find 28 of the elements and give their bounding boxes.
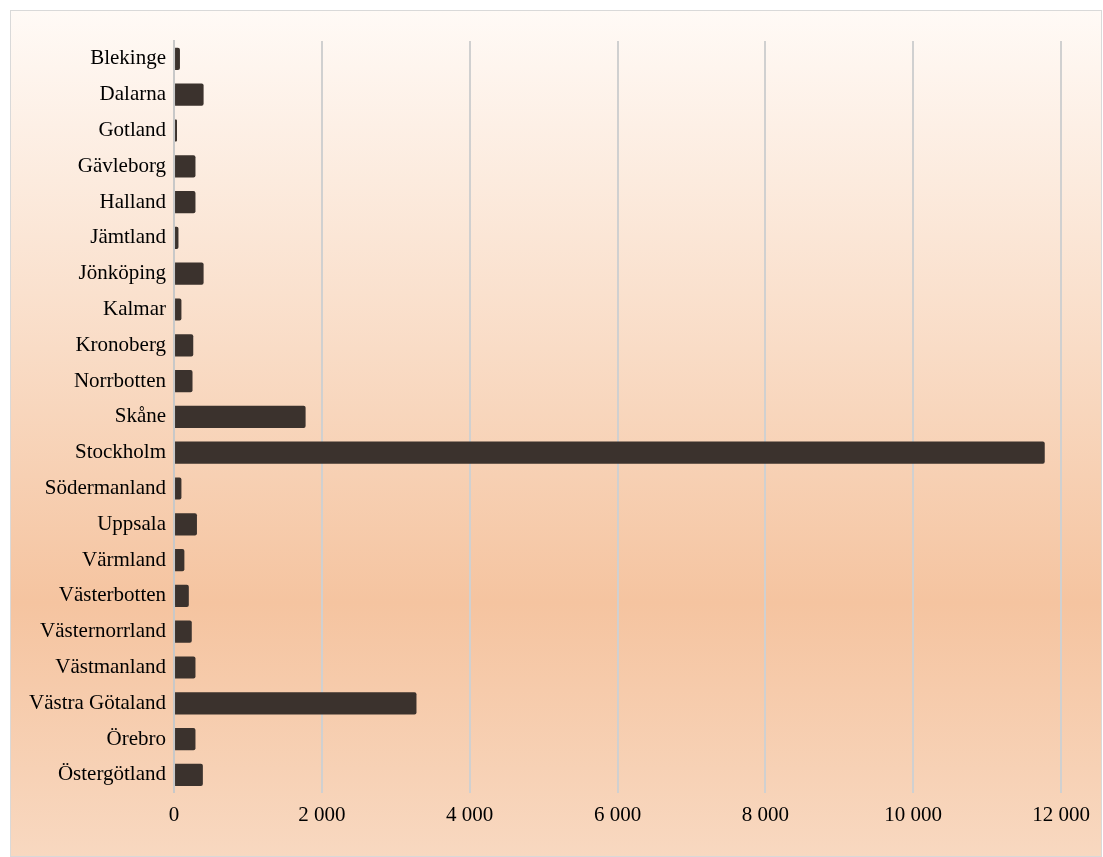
y-tick-label: Gotland [98, 117, 167, 142]
y-tick-label: Kronoberg [75, 331, 167, 356]
x-tick-label: 12 000 [1032, 801, 1090, 826]
y-tick-label: Västerbotten [58, 582, 167, 607]
y-tick-label: Östergötland [57, 761, 167, 786]
x-tick-label: 10 000 [884, 801, 943, 826]
y-tick-label: Gävleborg [77, 152, 167, 177]
y-tick-label: Västra Götaland [28, 689, 167, 714]
x-tick-label: 4 000 [446, 801, 494, 826]
x-tick-label: 6 000 [593, 801, 642, 826]
y-tick-label: Norrbotten [73, 367, 167, 392]
y-tick-label: Södermanland [44, 475, 167, 500]
y-tick-label: Jämtland [90, 224, 167, 249]
x-tick-label: 8 000 [741, 801, 789, 826]
x-tick-label: 0 [168, 801, 180, 826]
x-tick-label: 2 000 [298, 801, 346, 826]
y-tick-label: Stockholm [75, 439, 167, 464]
y-tick-label: Örebro [106, 725, 167, 750]
y-tick-label: Blekinge [90, 45, 167, 70]
y-tick-label: Västernorrland [40, 618, 167, 643]
y-tick-label: Uppsala [97, 510, 167, 535]
y-tick-label: Västmanland [55, 654, 167, 679]
y-tick-label: Skåne [114, 403, 167, 428]
y-tick-label: Dalarna [99, 81, 167, 106]
y-tick-label: Värmland [82, 546, 167, 571]
y-tick-label: Halland [99, 188, 167, 213]
y-tick-label: Kalmar [103, 296, 167, 321]
y-tick-label: Jönköping [78, 260, 167, 285]
